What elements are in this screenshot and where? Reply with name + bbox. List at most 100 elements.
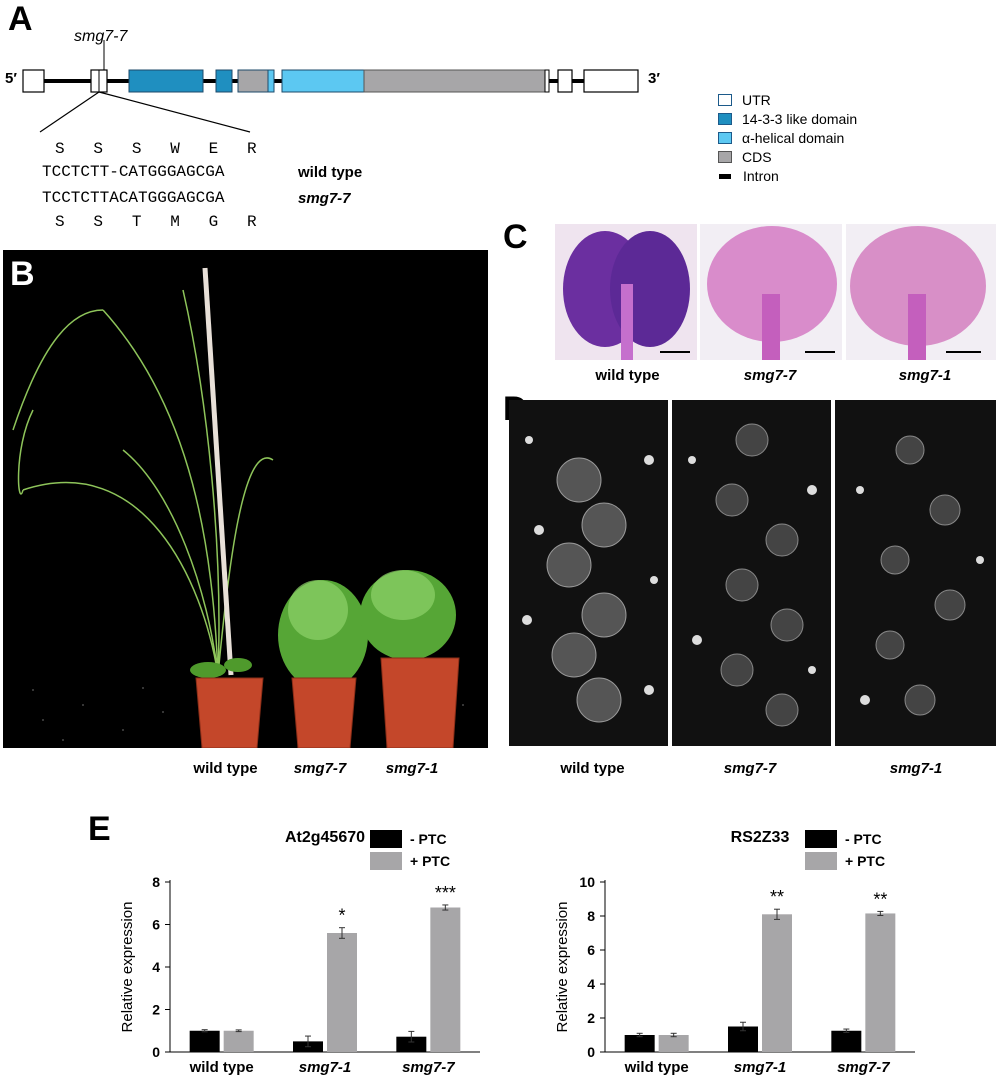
cds-exon-1: [237, 69, 269, 93]
three-prime-label: 3′: [648, 70, 660, 87]
significance-marker: **: [873, 889, 887, 909]
significance-marker: **: [770, 887, 784, 907]
bar: [762, 914, 792, 1052]
x-tick-label: smg7-1: [299, 1059, 352, 1076]
panel-c-caption-wild-type: wild type: [595, 367, 660, 384]
legend-label: + PTC: [410, 853, 450, 869]
y-tick-label: 4: [152, 959, 160, 975]
bar: [327, 933, 357, 1052]
panel-c-caption-smg7-1: smg7-1: [898, 367, 952, 384]
significance-marker: *: [338, 906, 345, 926]
legend-utr-swatch: [718, 94, 732, 106]
sequence-wild-type: TCCTCTT-CATGGGAGCGA: [42, 163, 225, 181]
legend-swatch: [805, 852, 837, 870]
meiosis-image-wild-type: [509, 400, 668, 746]
chart-title: RS2Z33: [731, 829, 790, 846]
bar: [396, 1036, 427, 1052]
legend-cds-swatch: [718, 151, 732, 163]
zoom-line-right: [98, 91, 251, 133]
legend-intron: Intron: [718, 166, 779, 186]
y-tick-label: 6: [587, 942, 595, 958]
legend-label: - PTC: [845, 831, 882, 847]
x-tick-label: smg7-1: [734, 1059, 787, 1076]
gene-model-diagram: [22, 40, 639, 133]
domain-14-3-3-exon-1: [128, 69, 204, 93]
y-tick-label: 8: [152, 874, 160, 890]
bar: [624, 1035, 655, 1052]
legend-14-3-3-label: 14-3-3 like domain: [742, 111, 858, 127]
y-tick-label: 2: [152, 1002, 160, 1018]
panel-c-label: C: [503, 218, 528, 256]
legend-alpha-helical-swatch: [718, 132, 732, 144]
zoom-line-left: [39, 91, 100, 133]
legend-alpha-helical: α-helical domain: [718, 128, 844, 148]
legend-utr-label: UTR: [742, 92, 771, 108]
legend-intron-swatch: [719, 173, 731, 179]
y-tick-label: 4: [587, 976, 595, 992]
bar: [658, 1035, 689, 1052]
plant-photo: [3, 250, 488, 748]
anther-stain-wild-type: [555, 224, 697, 360]
chart-rs2z33: RS2Z33 - PTC + PTC 0 2 4 6 8 10 Relative expressi…: [554, 829, 915, 1076]
x-tick-label: smg7-7: [837, 1059, 890, 1076]
support-stake: [202, 267, 234, 676]
sequence-wild-type-label: wild type: [298, 164, 363, 181]
bar: [189, 1030, 220, 1052]
panel-b-label: B: [10, 255, 35, 293]
utr-exon-3: [583, 69, 639, 93]
bar: [831, 1030, 862, 1052]
panel-d-caption-wild-type: wild type: [560, 760, 625, 777]
y-tick-label: 10: [579, 874, 595, 890]
panel-d-caption-smg7-1: smg7-1: [889, 760, 943, 777]
aa-mutant: S S T M G R: [55, 213, 257, 231]
y-axis-label: Relative expression: [554, 902, 571, 1033]
anther-stain-smg7-1: [846, 224, 996, 360]
five-prime-label: 5′: [5, 70, 17, 87]
x-tick-label: smg7-7: [402, 1059, 455, 1076]
mutation-site-label: smg7-7: [74, 28, 128, 45]
legend-14-3-3: 14-3-3 like domain: [718, 109, 857, 129]
bar: [430, 907, 461, 1052]
chart-at2g45670: At2g45670 - PTC + PTC 0 2 4 6 8 Relative express…: [119, 829, 480, 1076]
cds-exon-2: [363, 69, 546, 93]
meiosis-image-smg7-1: [835, 400, 996, 746]
legend-intron-label: Intron: [743, 168, 779, 184]
alpha-helical-exon-1: [267, 69, 275, 93]
panel-e-label: E: [88, 810, 111, 848]
significance-marker: ***: [435, 883, 456, 903]
panel-b-caption-wild-type: wild type: [193, 760, 258, 777]
x-tick-label: wild type: [624, 1059, 689, 1076]
alpha-helical-exon-2: [281, 69, 365, 93]
panel-b-caption-smg7-7: smg7-7: [293, 760, 347, 777]
utr-exon-2: [557, 69, 573, 93]
y-tick-label: 2: [587, 1010, 595, 1026]
x-tick-label: wild type: [189, 1059, 254, 1076]
legend-cds-label: CDS: [742, 149, 772, 165]
legend-utr: UTR: [718, 90, 771, 110]
sequence-mutant-label: smg7-7: [298, 190, 351, 207]
aa-wild-type: S S S W E R: [55, 140, 257, 158]
legend-alpha-helical-label: α-helical domain: [742, 130, 845, 146]
legend-swatch: [370, 852, 402, 870]
chart-title: At2g45670: [285, 829, 365, 846]
y-axis-label: Relative expression: [119, 902, 136, 1033]
meiosis-image-smg7-7: [672, 400, 831, 746]
y-tick-label: 0: [587, 1044, 595, 1060]
sequence-mutant: TCCTCTTACATGGGAGCGA: [42, 189, 225, 207]
bar: [223, 1030, 254, 1052]
legend-label: + PTC: [845, 853, 885, 869]
anther-stain-smg7-7: [700, 224, 842, 360]
legend-swatch: [370, 830, 402, 848]
y-tick-label: 8: [587, 908, 595, 924]
panel-a-label: A: [8, 0, 33, 38]
utr-exon-1: [22, 69, 45, 93]
y-tick-label: 0: [152, 1044, 160, 1060]
legend-cds: CDS: [718, 147, 772, 167]
plant-photo-illustration: [12, 267, 464, 748]
legend-14-3-3-swatch: [718, 113, 732, 125]
domain-14-3-3-exon-2: [215, 69, 233, 93]
panel-b-caption-smg7-1: smg7-1: [385, 760, 439, 777]
legend-label: - PTC: [410, 831, 447, 847]
panel-c-caption-smg7-7: smg7-7: [743, 367, 797, 384]
legend-swatch: [805, 830, 837, 848]
